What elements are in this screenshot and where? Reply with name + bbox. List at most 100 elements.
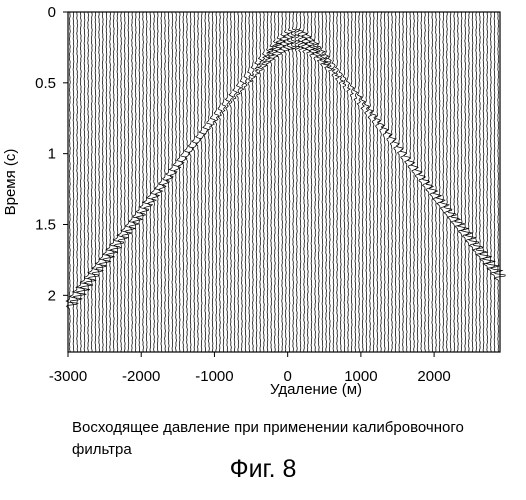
y-axis-title: Время (с) bbox=[2, 149, 19, 216]
seismic-trace bbox=[465, 12, 475, 352]
seismic-trace bbox=[328, 12, 332, 352]
seismic-trace bbox=[80, 12, 93, 352]
seismic-trace bbox=[339, 12, 343, 352]
seismic-trace bbox=[280, 12, 286, 352]
x-axis-title: Удаление (м) bbox=[270, 381, 362, 398]
seismic-trace bbox=[451, 12, 460, 352]
seismic-trace bbox=[372, 12, 377, 352]
seismic-trace bbox=[117, 12, 128, 352]
seismic-trace bbox=[136, 12, 145, 352]
seismic-trace bbox=[199, 12, 205, 352]
seismic-trace bbox=[389, 12, 395, 352]
seismic-trace bbox=[350, 12, 354, 352]
seismic-trace bbox=[92, 12, 103, 352]
seismic-trace bbox=[211, 12, 216, 352]
seismic-trace bbox=[487, 12, 500, 352]
seismic-trace bbox=[473, 12, 483, 352]
seismic-trace bbox=[469, 12, 479, 352]
seismic-trace bbox=[218, 12, 222, 352]
seismic-trace bbox=[385, 12, 391, 352]
seismic-trace bbox=[129, 12, 139, 352]
seismic-trace bbox=[147, 12, 156, 352]
seismic-trace bbox=[411, 12, 418, 352]
seismic-chart: 0 0.5 1 1.5 2 -3000-2000-1000010002000 Удале… bbox=[0, 0, 526, 410]
seismic-trace bbox=[283, 12, 289, 352]
seismic-trace bbox=[382, 12, 388, 352]
seismic-trace bbox=[203, 12, 209, 352]
seismic-trace bbox=[291, 12, 296, 352]
seismic-trace bbox=[376, 12, 380, 352]
seismic-trace bbox=[393, 12, 399, 352]
seismic-trace bbox=[240, 12, 244, 352]
y-tick-label: 0.5 bbox=[35, 75, 56, 92]
y-axis: 0 0.5 1 1.5 2 bbox=[35, 4, 68, 304]
seismic-trace bbox=[139, 12, 148, 352]
seismic-trace bbox=[196, 12, 202, 352]
seismic-trace bbox=[107, 12, 118, 352]
seismic-trace bbox=[455, 12, 465, 352]
figure-label: Фиг. 8 bbox=[0, 455, 526, 484]
y-tick-label: 2 bbox=[48, 287, 56, 304]
y-tick-label: 1 bbox=[48, 146, 56, 163]
seismic-trace bbox=[177, 12, 184, 352]
seismic-trace bbox=[302, 12, 308, 352]
seismic-trace bbox=[476, 12, 487, 352]
seismic-trace bbox=[84, 12, 96, 352]
seismic-trace bbox=[248, 12, 252, 352]
seismic-trace bbox=[458, 12, 468, 352]
seismic-trace bbox=[192, 12, 197, 352]
seismic-trace bbox=[379, 12, 384, 352]
seismic-trace bbox=[305, 12, 311, 352]
seismic-trace bbox=[133, 12, 142, 352]
seismic-trace bbox=[233, 12, 238, 352]
seismic-trace bbox=[121, 12, 131, 352]
seismic-trace bbox=[343, 12, 346, 352]
seismic-trace bbox=[258, 12, 263, 352]
seismic-trace bbox=[404, 12, 411, 352]
seismic-trace bbox=[448, 12, 457, 352]
x-tick-label: 2000 bbox=[417, 368, 450, 385]
seismic-trace bbox=[222, 12, 226, 352]
seismic-trace bbox=[188, 12, 193, 352]
y-tick-label: 0 bbox=[48, 4, 56, 21]
seismic-trace bbox=[125, 12, 135, 352]
seismic-trace bbox=[332, 12, 336, 352]
seismic-trace bbox=[236, 12, 240, 352]
seismic-trace bbox=[103, 12, 115, 352]
seismic-trace bbox=[225, 12, 229, 352]
seismic-trace bbox=[298, 12, 304, 352]
seismic-trace bbox=[276, 12, 282, 352]
seismic-trace bbox=[461, 12, 472, 352]
seismic-trace bbox=[354, 12, 358, 352]
x-axis: -3000-2000-1000010002000 bbox=[49, 352, 451, 385]
seismic-trace bbox=[214, 12, 218, 352]
seismic-trace bbox=[287, 12, 293, 352]
seismic-trace bbox=[185, 12, 190, 352]
seismic-trace bbox=[312, 12, 318, 352]
seismic-trace bbox=[95, 12, 107, 352]
seismic-trace bbox=[265, 12, 270, 352]
seismic-trace bbox=[244, 12, 247, 352]
seismic-trace bbox=[207, 12, 213, 352]
seismic-trace bbox=[181, 12, 187, 352]
seismic-trace bbox=[110, 12, 121, 352]
seismic-trace bbox=[336, 12, 340, 352]
seismic-trace bbox=[346, 12, 350, 352]
seismic-trace bbox=[364, 12, 369, 352]
seismic-trace bbox=[262, 12, 267, 352]
seismic-trace bbox=[295, 12, 300, 352]
y-tick-label: 1.5 bbox=[35, 217, 56, 234]
seismic-trace bbox=[361, 12, 365, 352]
seismic-trace bbox=[316, 12, 322, 352]
seismic-trace bbox=[483, 12, 495, 352]
seismic-trace bbox=[368, 12, 372, 352]
seismic-trace bbox=[88, 12, 98, 352]
x-tick-label: -2000 bbox=[122, 368, 160, 385]
seismic-trace bbox=[229, 12, 233, 352]
seismic-trace bbox=[418, 12, 425, 352]
seismic-trace bbox=[255, 12, 260, 352]
trace-group bbox=[66, 12, 505, 352]
seismic-trace bbox=[401, 12, 407, 352]
seismic-trace bbox=[397, 12, 403, 352]
seismic-trace bbox=[357, 12, 361, 352]
